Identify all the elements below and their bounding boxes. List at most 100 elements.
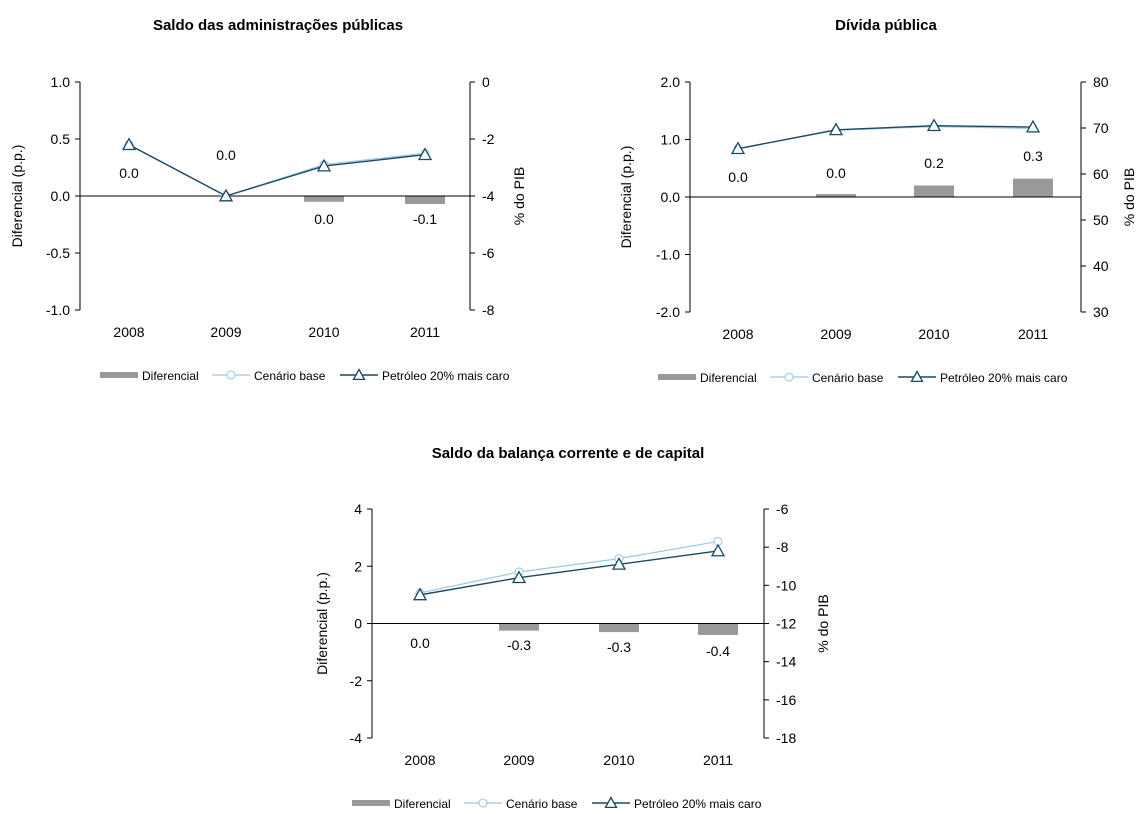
x-axis-tick-label: 2009 [503, 752, 534, 768]
legend-swatch-diferencial [658, 374, 696, 380]
right-axis-tick-label: -6 [776, 501, 789, 517]
bar-diferencial [499, 623, 539, 631]
left-axis-tick-label: 0 [354, 616, 362, 632]
legend-marker-triangle [604, 796, 618, 809]
left-axis-tick-label: -2.0 [656, 304, 680, 320]
bar-data-label: 0.0 [826, 165, 846, 181]
right-axis-tick-label: 40 [1093, 258, 1109, 274]
bar-data-label: -0.4 [706, 643, 730, 659]
left-axis-tick-label: -1.0 [656, 247, 680, 263]
right-axis-tick-label: -18 [776, 730, 796, 746]
line-petroleo [128, 144, 426, 197]
legend-marker-circle [226, 370, 236, 380]
chart-legend: Diferencial Cenário base Petróleo 20% mais… [352, 796, 762, 811]
chart-title: Saldo das administrações públicas [153, 17, 403, 34]
left-axis-tick-label: -0.5 [46, 245, 70, 261]
bar-diferencial [405, 196, 445, 204]
chart-2: Dívida pública 2.0 1.0 0.0 -1.0 -2.0 80 70 60 50 4… [618, 17, 1137, 385]
legend-marker-triangle [910, 370, 924, 383]
point-petroleo [828, 122, 844, 136]
right-axis-title: % do PIB [511, 167, 527, 225]
left-axis-tick-label: -1.0 [46, 302, 70, 318]
right-axis-tick-label: -8 [482, 302, 495, 318]
x-axis-tick-label: 2010 [308, 324, 339, 340]
left-axis-tick-label: 1.0 [661, 132, 681, 148]
x-axis-tick-label: 2008 [404, 752, 435, 768]
right-axis-tick-label: -2 [482, 131, 495, 147]
legend-marker-circle [478, 798, 488, 808]
right-axis-tick-label: 80 [1093, 74, 1109, 90]
left-axis-title: Diferencial (p.p.) [618, 146, 634, 249]
point-petroleo [412, 587, 428, 601]
bar-data-label: 0.0 [314, 211, 334, 227]
x-axis-tick-label: 2008 [722, 326, 753, 342]
chart-legend: Diferencial Cenário base Petróleo 20% mais… [658, 370, 1068, 385]
left-axis-tick-label: 4 [354, 501, 362, 517]
legend-marker-circle [784, 372, 794, 382]
chart-legend: Diferencial Cenário base Petróleo 20% mais… [100, 368, 510, 383]
point-petroleo [730, 141, 746, 155]
bar-data-label: 0.3 [1023, 148, 1043, 164]
left-axis-tick-label: 0.5 [51, 131, 71, 147]
chart-title: Dívida pública [835, 17, 937, 34]
bar-data-label: 0.0 [119, 165, 139, 181]
left-axis-title: Diferencial (p.p.) [314, 572, 330, 675]
chart-title: Saldo da balança corrente e de capital [432, 445, 705, 462]
line-petroleo [419, 550, 719, 596]
right-axis-tick-label: 0 [482, 74, 490, 90]
legend-label-diferencial: Diferencial [700, 371, 757, 385]
legend-label-cenario-base: Cenário base [254, 369, 326, 383]
bar-data-label: -0.3 [607, 639, 631, 655]
left-axis-tick-label: 2.0 [661, 74, 681, 90]
chart-1: Saldo das administrações públicas 1.0 0.5 0… [9, 17, 527, 383]
right-axis-tick-label: 70 [1093, 120, 1109, 136]
legend-label-cenario-base: Cenário base [812, 371, 884, 385]
point-petroleo [611, 557, 627, 570]
right-axis-tick-label: 50 [1093, 212, 1109, 228]
point-petroleo [1025, 119, 1041, 133]
x-axis-tick-label: 2011 [703, 752, 733, 768]
bar-diferencial [304, 196, 344, 202]
left-axis-tick-label: -2 [350, 673, 363, 689]
bar-data-label: 0.0 [410, 635, 430, 651]
bar-diferencial [914, 185, 954, 197]
legend-label-diferencial: Diferencial [142, 369, 199, 383]
line-cenario-base [737, 126, 1034, 150]
point-petroleo [218, 188, 234, 202]
bar-data-label: 0.0 [728, 169, 748, 185]
legend-label-diferencial: Diferencial [394, 797, 451, 811]
left-axis-title: Diferencial (p.p.) [9, 145, 25, 248]
left-axis-tick-label: 1.0 [51, 74, 71, 90]
point-petroleo [417, 147, 433, 161]
left-axis-tick-label: 0.0 [661, 189, 681, 205]
bar-data-label: 0.0 [216, 147, 236, 163]
x-axis-tick-label: 2008 [113, 324, 144, 340]
right-axis-tick-label: -6 [482, 245, 495, 261]
point-petroleo [926, 118, 942, 132]
bar-diferencial [599, 623, 639, 633]
right-axis-title: % do PIB [815, 594, 831, 652]
line-petroleo [737, 124, 1034, 150]
legend-label-petroleo: Petróleo 20% mais caro [940, 371, 1068, 385]
legend-label-cenario-base: Cenário base [506, 797, 578, 811]
left-axis-tick-label: -4 [350, 730, 363, 746]
left-axis-tick-label: 0.0 [51, 188, 71, 204]
line-cenario-base [128, 144, 426, 197]
chart-3: Saldo da balança corrente e de capital 4 2… [314, 445, 831, 811]
right-axis-tick-label: 60 [1093, 166, 1109, 182]
bar-diferencial [816, 194, 856, 197]
point-petroleo [710, 543, 726, 557]
legend-label-petroleo: Petróleo 20% mais caro [382, 369, 510, 383]
legend-swatch-diferencial [352, 800, 390, 806]
point-petroleo [121, 137, 137, 151]
right-axis-tick-label: -12 [776, 616, 796, 632]
bar-diferencial [1013, 178, 1053, 197]
right-axis-tick-label: -10 [776, 577, 796, 593]
right-axis-tick-label: -14 [776, 654, 796, 670]
bar-data-label: -0.3 [507, 637, 531, 653]
right-axis-tick-label: 30 [1093, 304, 1109, 320]
right-axis-tick-label: -16 [776, 692, 796, 708]
bar-data-label: -0.1 [413, 211, 437, 227]
x-axis-tick-label: 2010 [603, 752, 634, 768]
